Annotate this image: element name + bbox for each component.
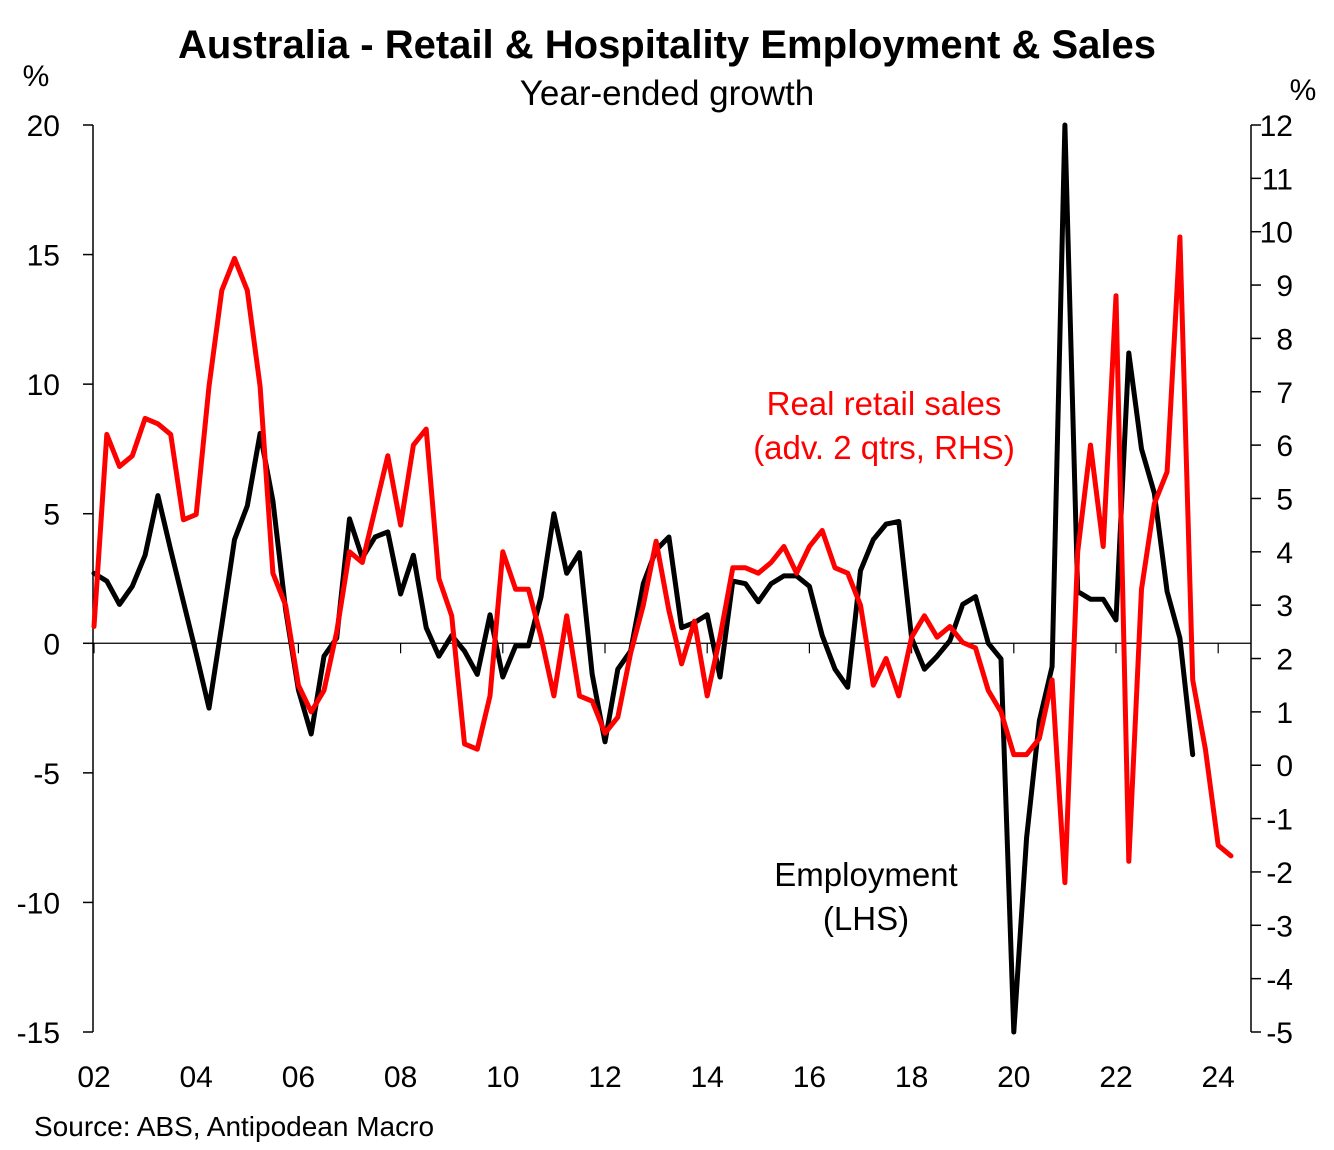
right-tick-label: 5 [1276,483,1293,516]
x-tick-label: 12 [588,1061,621,1094]
right-tick-label: 10 [1260,217,1293,250]
right-tick-label: 8 [1276,323,1293,356]
left-axis-unit: % [23,60,50,93]
x-tick-label: 08 [384,1061,417,1094]
chart-subtitle: Year-ended growth [520,74,814,113]
x-tick-label: 14 [691,1061,724,1094]
x-tick-label: 18 [895,1061,928,1094]
axes: 20151050-5-10-151211109876543210-1-2-3-4… [17,110,1293,1094]
x-tick-label: 10 [486,1061,519,1094]
right-tick-label: 12 [1260,110,1293,143]
left-tick-label: -5 [33,758,60,791]
x-tick-label: 16 [793,1061,826,1094]
x-tick-label: 04 [180,1061,213,1094]
chart-title: Australia - Retail & Hospitality Employm… [178,23,1156,67]
right-tick-label: 0 [1276,750,1293,783]
series-layer [91,122,1234,1035]
retail-sales-line [91,234,1234,886]
right-tick-label: -1 [1266,804,1293,837]
right-tick-label: 11 [1262,163,1293,196]
x-tick-label: 22 [1099,1061,1132,1094]
employment-label-line-1: Employment [774,856,957,893]
left-tick-label: 5 [43,499,60,532]
right-tick-label: 1 [1276,697,1293,730]
series-labels: Real retail sales (adv. 2 qtrs, RHS) Emp… [753,385,1015,937]
right-tick-label: 2 [1276,644,1293,677]
x-tick-label: 24 [1202,1061,1235,1094]
source-note: Source: ABS, Antipodean Macro [34,1111,434,1142]
x-tick-label: 20 [997,1061,1030,1094]
right-tick-label: 6 [1276,430,1293,463]
right-tick-label: -5 [1266,1017,1293,1050]
right-tick-label: -3 [1266,910,1293,943]
employment-line [91,122,1196,1035]
sales-label-line-1: Real retail sales [767,385,1002,422]
chart-title-group: Australia - Retail & Hospitality Employm… [23,23,1317,113]
right-axis-unit: % [1290,74,1317,107]
sales-label-line-2: (adv. 2 qtrs, RHS) [753,429,1015,466]
right-tick-label: 3 [1276,590,1293,623]
right-tick-label: 4 [1276,537,1293,570]
left-tick-label: 10 [27,369,60,402]
left-tick-label: 15 [27,240,60,273]
right-tick-label: -4 [1266,964,1293,997]
left-tick-label: -10 [17,887,60,920]
employment-label-line-2: (LHS) [823,900,909,937]
right-tick-label: 7 [1276,377,1293,410]
left-tick-label: 0 [43,628,60,661]
right-tick-label: -2 [1266,857,1293,890]
left-tick-label: 20 [27,110,60,143]
x-tick-label: 06 [282,1061,315,1094]
x-tick-label: 02 [77,1061,110,1094]
left-tick-label: -15 [17,1017,60,1050]
right-tick-label: 9 [1276,270,1293,303]
